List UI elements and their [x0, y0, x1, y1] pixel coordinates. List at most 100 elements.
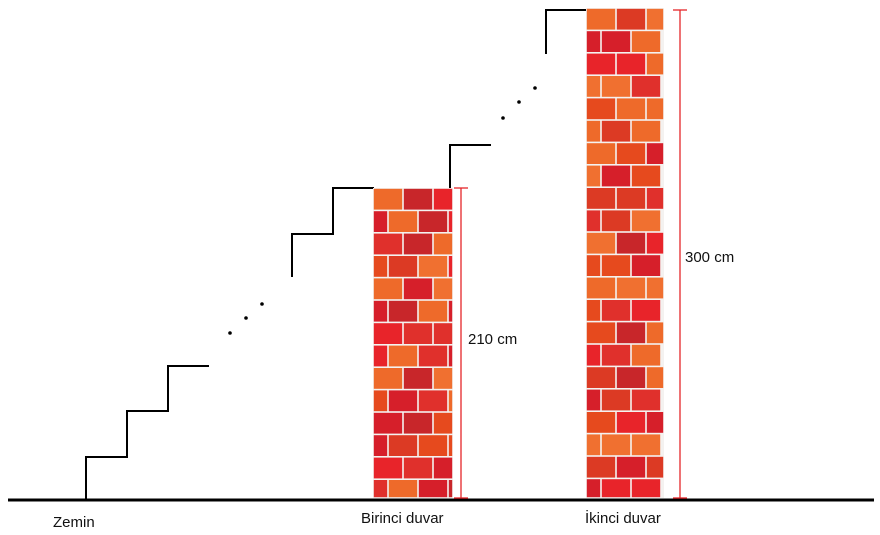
brick — [601, 76, 631, 97]
brick — [601, 255, 631, 276]
brick — [418, 256, 448, 277]
brick — [616, 277, 646, 299]
brick — [586, 188, 616, 209]
brick — [586, 412, 616, 433]
brick — [373, 256, 388, 277]
brick — [601, 300, 631, 321]
brick — [616, 98, 646, 120]
brick — [616, 143, 646, 164]
brick — [601, 479, 631, 498]
brick — [586, 232, 616, 254]
brick — [373, 412, 403, 434]
brick — [433, 188, 453, 210]
brick — [586, 165, 601, 187]
first-wall-height-label: 210 cm — [468, 331, 517, 348]
brick — [388, 211, 418, 232]
brick — [373, 278, 403, 300]
brick — [418, 390, 448, 412]
first-wall-label: Birinci duvar — [361, 510, 444, 527]
brick — [403, 368, 433, 389]
brick — [586, 456, 616, 478]
brick — [448, 435, 453, 456]
brick — [373, 435, 388, 456]
brick — [601, 344, 631, 366]
brick — [586, 367, 616, 388]
brick — [646, 8, 664, 30]
brick — [373, 390, 388, 412]
ellipsis-dots-upper — [501, 86, 537, 120]
upper-staircase — [449, 144, 491, 188]
brick — [403, 278, 433, 300]
brick — [373, 233, 403, 255]
brick — [586, 31, 601, 52]
brick — [586, 53, 616, 75]
brick — [433, 412, 453, 434]
brick — [388, 300, 418, 322]
brick — [418, 211, 448, 232]
brick — [586, 434, 601, 456]
brick — [373, 188, 403, 210]
brick — [601, 31, 631, 52]
ground-label: Zemin — [53, 514, 95, 531]
second-wall-height-label: 300 cm — [685, 249, 734, 266]
brick — [586, 300, 601, 321]
brick — [586, 344, 601, 366]
brick — [586, 76, 601, 97]
brick — [631, 120, 661, 142]
brick — [373, 368, 403, 389]
brick — [418, 435, 448, 456]
brick — [646, 456, 664, 478]
brick — [631, 434, 661, 456]
brick — [631, 344, 661, 366]
brick — [631, 31, 661, 52]
brick — [646, 98, 664, 120]
brick — [388, 390, 418, 412]
brick — [631, 255, 661, 276]
brick — [448, 300, 453, 322]
lower-staircase — [85, 365, 209, 500]
brick — [388, 345, 418, 367]
brick — [586, 8, 616, 30]
brick — [403, 412, 433, 434]
brick — [433, 457, 453, 479]
brick — [631, 165, 661, 187]
brick — [631, 210, 661, 232]
brick — [373, 480, 388, 498]
brick — [586, 210, 601, 232]
brick — [403, 457, 433, 479]
brick — [373, 300, 388, 322]
brick — [646, 188, 664, 209]
brick — [448, 390, 453, 412]
brick — [388, 480, 418, 498]
brick — [388, 256, 418, 277]
brick — [631, 479, 661, 498]
brick — [586, 255, 601, 276]
first-wall-dimension — [454, 187, 468, 499]
brick — [646, 143, 664, 164]
brick — [433, 233, 453, 255]
middle-staircase — [291, 187, 374, 277]
brick — [433, 278, 453, 300]
brick — [373, 457, 403, 479]
brick — [616, 367, 646, 388]
brick — [616, 53, 646, 75]
brick — [646, 322, 664, 344]
brick — [586, 389, 601, 411]
brick — [586, 120, 601, 142]
brick — [586, 143, 616, 164]
brick — [646, 277, 664, 299]
brick — [601, 210, 631, 232]
brick — [631, 300, 661, 321]
brick — [616, 456, 646, 478]
brick — [586, 322, 616, 344]
brick — [646, 232, 664, 254]
brick — [616, 8, 646, 30]
brick — [646, 53, 664, 75]
brick — [373, 345, 388, 367]
brick — [631, 76, 661, 97]
second-wall — [586, 8, 664, 498]
brick — [631, 389, 661, 411]
brick — [373, 211, 388, 232]
second-wall-dimension — [673, 9, 687, 499]
